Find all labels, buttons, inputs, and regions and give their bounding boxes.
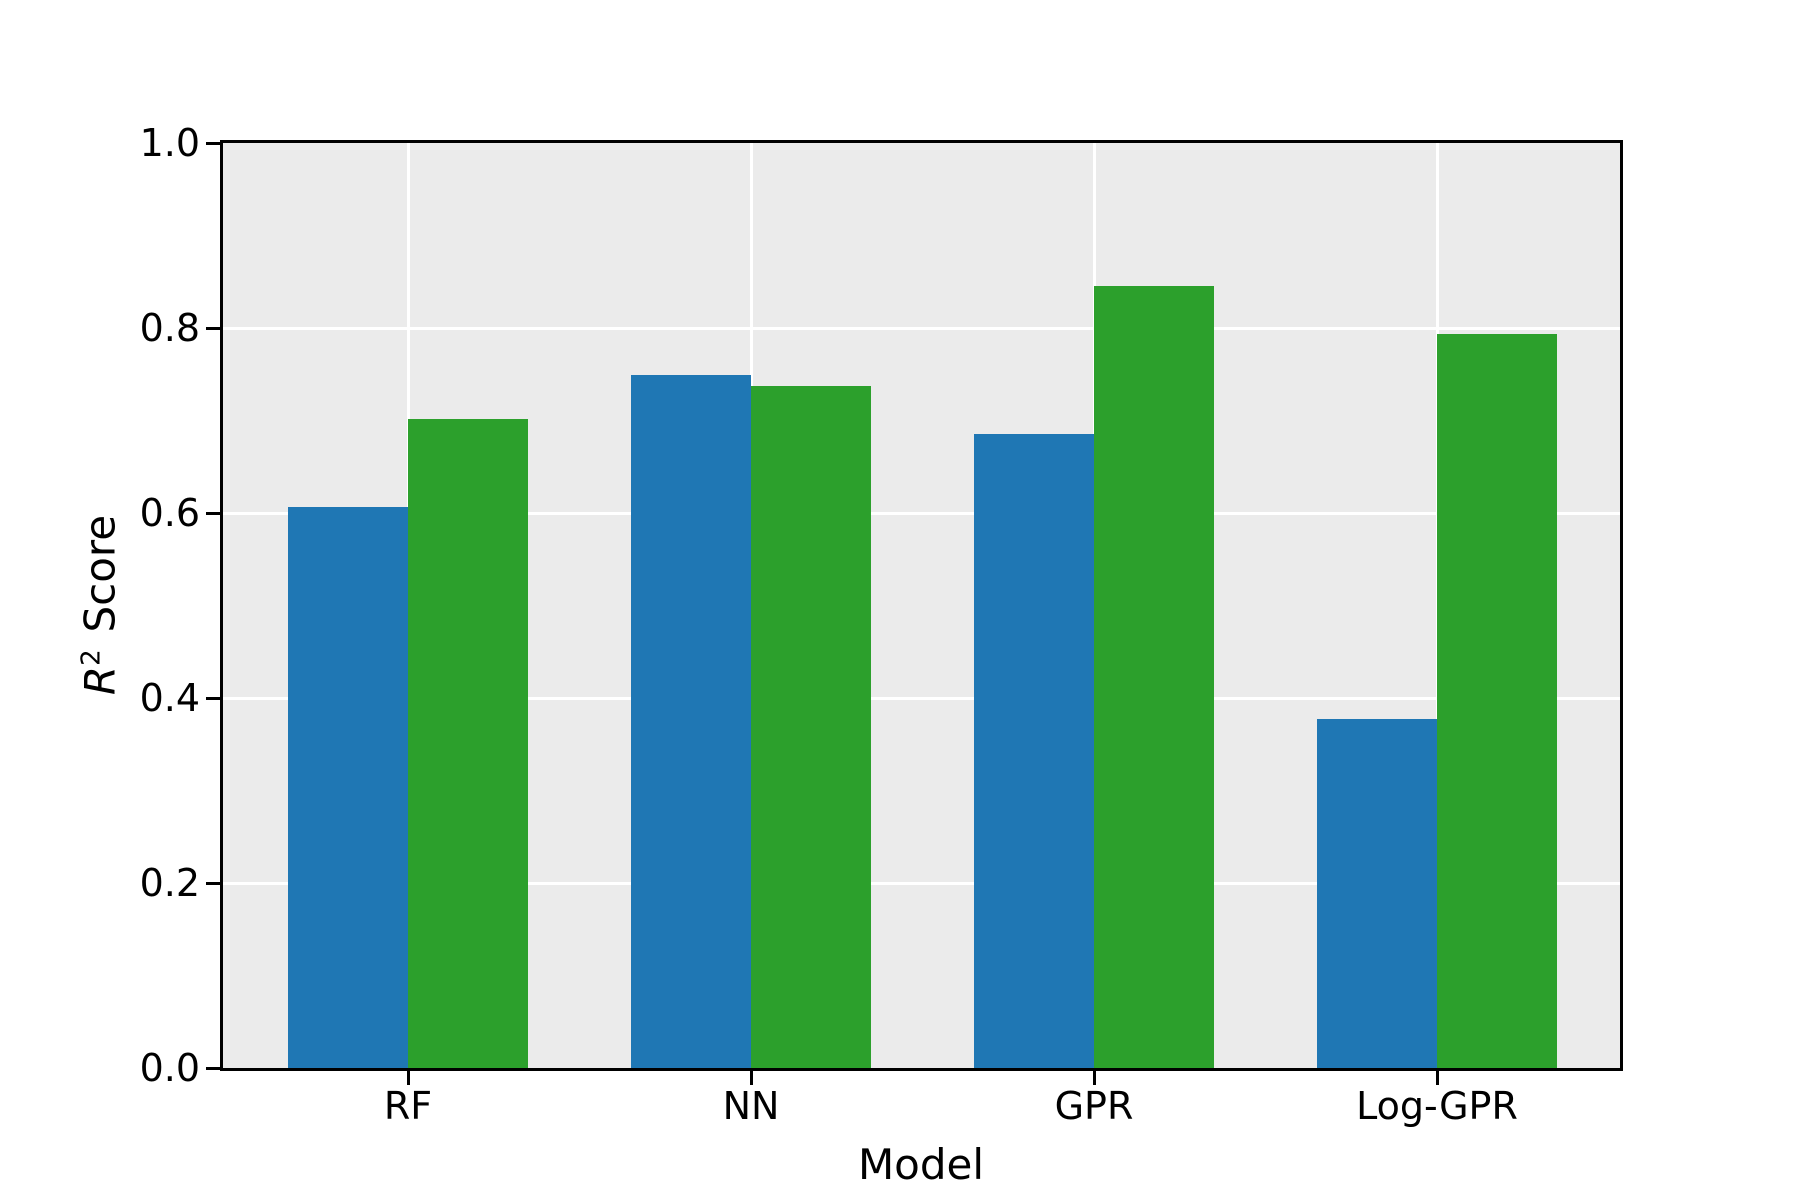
x-tick-mark (406, 1071, 410, 1085)
bar-series-blue-Log-GPR (1317, 719, 1437, 1068)
bar-series-green-NN (751, 386, 871, 1068)
y-tick-label-0.2: 0.2 (139, 861, 200, 905)
x-tick-mark (749, 1071, 753, 1085)
y-tick-mark (206, 1066, 220, 1070)
y-tick-label-1.0: 1.0 (139, 121, 200, 165)
y-tick-mark (206, 511, 220, 515)
y-tick-mark (206, 141, 220, 145)
bar-series-blue-NN (631, 375, 751, 1068)
x-tick-mark (1092, 1071, 1096, 1085)
y-tick-mark (206, 696, 220, 700)
bar-series-green-Log-GPR (1437, 334, 1557, 1068)
bar-series-blue-GPR (974, 434, 1094, 1068)
y-tick-label-0.6: 0.6 (139, 491, 200, 535)
gridline-horizontal (223, 881, 1620, 885)
y-tick-mark (206, 881, 220, 885)
x-tick-label-GPR: GPR (1054, 1084, 1134, 1128)
y-axis-label-exponent: 2 (76, 649, 107, 666)
gridline-horizontal (223, 511, 1620, 515)
y-axis-label: R2Score (67, 515, 126, 695)
gridline-horizontal (223, 696, 1620, 700)
bar-series-green-RF (408, 418, 528, 1068)
plot-area (220, 140, 1623, 1071)
y-tick-label-0.0: 0.0 (139, 1046, 200, 1090)
bar-series-green-GPR (1094, 286, 1214, 1068)
x-tick-label-NN: NN (722, 1084, 780, 1128)
x-tick-mark (1435, 1071, 1439, 1085)
bar-series-blue-RF (288, 506, 408, 1068)
x-tick-label-RF: RF (383, 1084, 433, 1128)
y-tick-label-0.4: 0.4 (139, 676, 200, 720)
x-tick-label-Log-GPR: Log-GPR (1356, 1084, 1518, 1128)
gridline-horizontal (223, 326, 1620, 330)
x-axis-label: Model (857, 1140, 985, 1189)
y-tick-label-0.8: 0.8 (139, 306, 200, 350)
y-tick-mark (206, 326, 220, 330)
